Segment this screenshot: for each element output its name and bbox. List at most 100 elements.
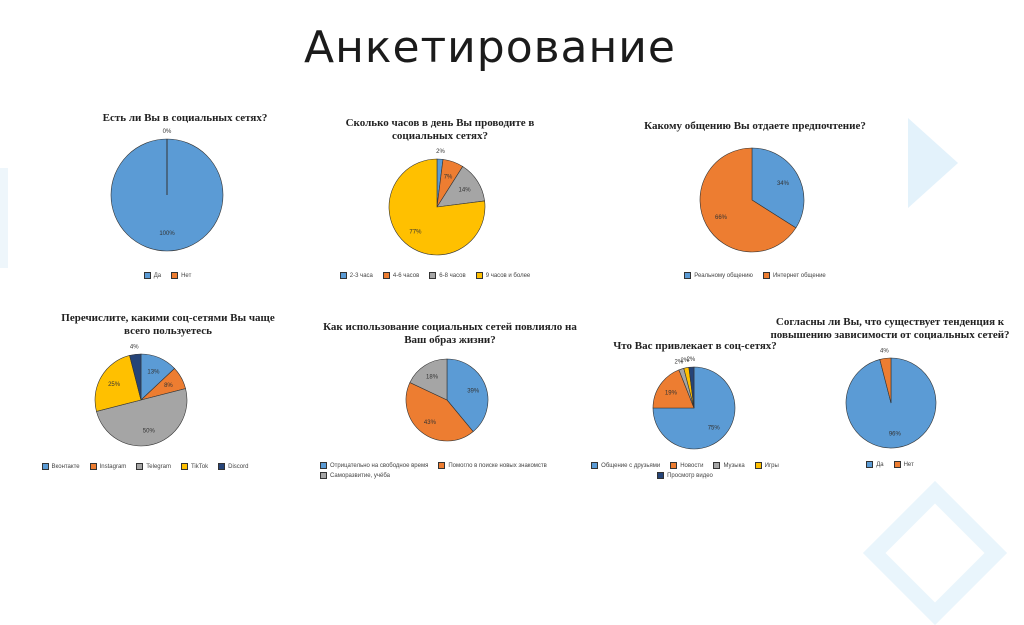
chart-4-legend-label-3: Telegram <box>146 463 171 470</box>
chart-5-legend-label-2: Помогло в поиске новых знакомств <box>448 462 547 469</box>
chart-7-legend-swatch-2 <box>893 461 901 468</box>
chart-6-legend-swatch-3 <box>713 462 721 469</box>
chart-1-pie: 100% 0% <box>110 129 224 252</box>
chart-7-legend-item-1: Да <box>866 461 884 468</box>
chart-4-legend-swatch-3 <box>136 463 144 470</box>
chart-6-legend-label-3: Музыка <box>723 462 745 469</box>
chart-5-title: Как использование социальных сетей повли… <box>323 321 577 346</box>
chart-4-legend-swatch-5 <box>218 463 226 470</box>
chart-6-data-label-4: 2% <box>680 358 689 364</box>
chart-1-data-label-1: 100% <box>159 231 175 237</box>
chart-2-legend-item-4: 9 часов и более <box>475 272 531 279</box>
chart-4-slice-4 <box>94 355 142 412</box>
chart-5-legend-label-3: Саморазвитие, учёба <box>330 472 390 479</box>
chart-6-slice-1 <box>652 366 736 450</box>
chart-7-title: Согласны ли Вы, что существует тенденция… <box>770 316 1010 341</box>
chart-2-legend-label-1: 2-3 часа <box>349 272 373 279</box>
chart-6-legend-swatch-4 <box>754 462 762 469</box>
chart-1-title: Есть ли Вы в социальных сетях? <box>102 112 268 124</box>
chart-4-legend: Вконтакте Instagram Telegram TikTok Discord <box>30 463 260 470</box>
chart-7-legend-label-2: Нет <box>903 461 914 468</box>
chart-5-slice-1 <box>446 358 489 433</box>
chart-2-legend-swatch-1 <box>339 272 347 279</box>
chart-3-legend-item-1: Реальному общению <box>684 272 753 279</box>
chart-7-slice-2 <box>879 357 892 404</box>
chart-6-legend-label-4: Игры <box>764 462 779 469</box>
chart-4-legend-item-1: Вконтакте <box>41 463 80 470</box>
chart-7-legend-label-1: Да <box>876 461 884 468</box>
chart-7-data-label-2: 4% <box>880 348 889 354</box>
decor-left-bar <box>0 168 8 268</box>
chart-6-legend: Общение с друзьями Новости Музыка Игры Просм… <box>585 462 785 479</box>
chart-4-data-label-5: 4% <box>130 344 139 350</box>
chart-6-legend-item-2: Новости <box>670 462 703 469</box>
chart-4-data-label-1: 13% <box>147 369 160 375</box>
chart-4-data-label-4: 25% <box>108 382 121 388</box>
chart-4-legend-swatch-4 <box>180 463 188 470</box>
chart-4-slice-3 <box>96 388 188 447</box>
chart-1-legend-label-1: Да <box>153 272 162 279</box>
chart-3-legend: Реальному общению Интернет общение <box>640 272 870 279</box>
chart-5-legend-item-2: Помогло в поиске новых знакомств <box>438 462 547 469</box>
chart-4-legend-item-2: Instagram <box>89 463 127 470</box>
chart-4-legend-label-2: Instagram <box>99 463 127 470</box>
chart-6-data-label-2: 19% <box>665 390 678 396</box>
chart-3-pie: 34% 66% <box>699 147 805 253</box>
chart-1-legend-item-1: Да <box>143 272 162 279</box>
chart-2-slice-4 <box>388 158 486 256</box>
chart-6-legend-label-2: Новости <box>680 462 704 469</box>
chart-6-legend-item-4: Игры <box>754 462 779 469</box>
chart-6-legend-swatch-2 <box>670 462 678 469</box>
chart-5-legend-item-1: Отрицательно на свободное время <box>320 462 428 469</box>
chart-5-data-label-1: 39% <box>467 389 480 395</box>
chart-3-legend-item-2: Интернет общение <box>762 272 826 279</box>
chart-6-legend-swatch-1 <box>591 462 599 469</box>
chart-4-legend-swatch-2 <box>89 463 97 470</box>
chart-5-legend-item-3: Саморазвитие, учёба <box>320 472 390 479</box>
chart-2-title: Сколько часов в день Вы проводите в соци… <box>345 117 535 142</box>
chart-1-data-label-2: 0% <box>163 129 172 135</box>
chart-6-legend-item-5: Просмотр видео <box>657 472 713 479</box>
chart-4-legend-item-5: Discord <box>218 463 248 470</box>
chart-4-legend-item-4: TikTok <box>180 463 209 470</box>
chart-2-legend-swatch-4 <box>475 272 483 279</box>
decor-diamond-shape <box>862 480 1008 625</box>
chart-2-pie: 2% 7% 14% 77% <box>388 149 486 256</box>
chart-5-legend-swatch-1 <box>320 462 327 469</box>
chart-2-legend: 2-3 часа 4-6 часов 6-8 часов 9 часов и боле… <box>320 272 550 279</box>
chart-7-pie: 96% 4% <box>845 348 937 449</box>
chart-3-data-label-1: 34% <box>777 181 790 187</box>
chart-2-legend-swatch-2 <box>382 272 390 279</box>
chart-5-slice-3 <box>409 358 448 401</box>
chart-3-legend-label-2: Интернет общение <box>772 272 826 279</box>
chart-5-data-label-2: 43% <box>424 420 437 426</box>
chart-4-legend-label-5: Discord <box>228 463 249 470</box>
slide-title: Анкетирование <box>304 22 676 73</box>
chart-7-legend-item-2: Нет <box>893 461 914 468</box>
chart-6-legend-item-1: Общение с друзьями <box>591 462 660 469</box>
chart-5-legend-swatch-2 <box>438 462 446 469</box>
decor-arrow-shape <box>908 118 958 208</box>
chart-4-legend-label-4: TikTok <box>190 463 209 470</box>
chart-5-legend-label-1: Отрицательно на свободное время <box>330 462 429 469</box>
chart-5-slice-2 <box>405 382 474 442</box>
chart-7-data-label-1: 96% <box>889 431 902 437</box>
chart-2-legend-swatch-3 <box>429 272 437 279</box>
chart-3-legend-swatch-1 <box>684 272 692 279</box>
chart-1-legend-label-2: Нет <box>181 272 192 279</box>
chart-6-data-label-3: 2% <box>675 359 684 365</box>
chart-4-legend-swatch-1 <box>41 463 49 470</box>
chart-2-legend-item-3: 6-8 часов <box>429 272 466 279</box>
chart-7-legend-swatch-1 <box>866 461 874 468</box>
chart-4-title: Перечислите, какими соц-сетями Вы чаще в… <box>61 312 275 337</box>
chart-6-data-label-1: 75% <box>708 426 721 432</box>
chart-4-data-label-2: 8% <box>164 383 173 389</box>
chart-4-slice-5 <box>129 353 142 401</box>
chart-2-legend-item-2: 4-6 часов <box>382 272 419 279</box>
chart-3-legend-label-1: Реальному общению <box>694 272 753 279</box>
chart-2-legend-label-3: 6-8 часов <box>439 272 466 279</box>
chart-3-title: Какому общению Вы отдаете предпочтение? <box>644 120 866 132</box>
chart-2-data-label-4: 77% <box>409 229 422 235</box>
chart-2-legend-label-4: 9 часов и более <box>485 272 531 279</box>
chart-2-data-label-1: 2% <box>436 149 445 155</box>
